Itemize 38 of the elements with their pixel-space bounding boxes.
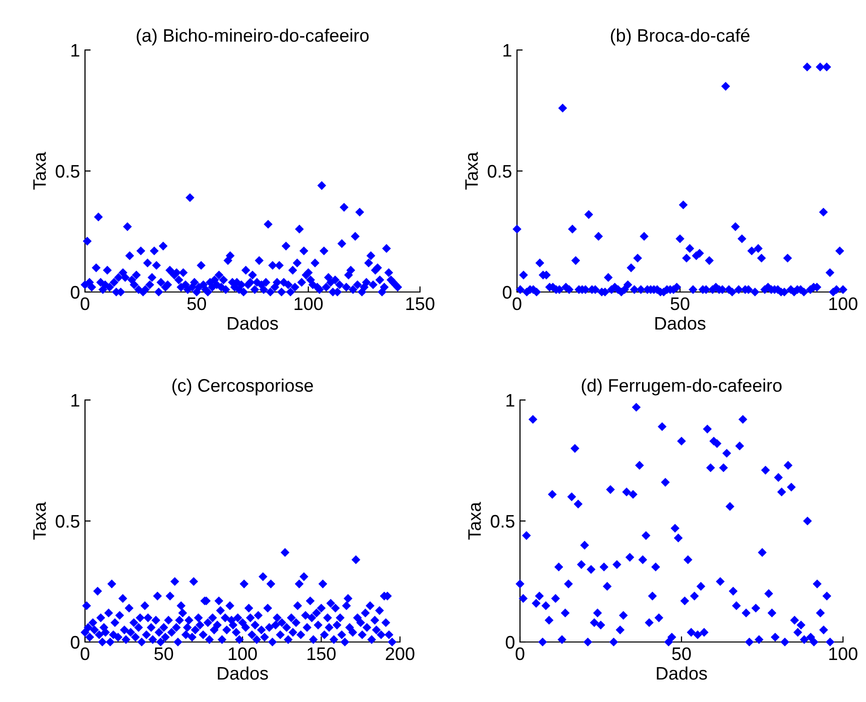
y-tick-label: 0 (70, 286, 80, 299)
chart-title: (b) Broca-do-café (610, 28, 750, 46)
y-tick-label: 0.5 (56, 164, 80, 178)
y-tick-label: 1 (506, 394, 514, 407)
chart-title: (d) Ferrugem-do-cafeeiro (582, 378, 782, 396)
y-tick-label: 1 (71, 44, 80, 57)
x-tick-label: 100 (829, 647, 858, 660)
y-tick-label: 1 (71, 394, 80, 407)
chart-title: (c) Cercosporiose (172, 378, 313, 396)
x-tick-label: 0 (80, 297, 90, 310)
y-tick-label: 0.5 (56, 514, 80, 528)
x-tick-label: 50 (672, 647, 691, 660)
x-tick-label: 100 (829, 297, 858, 310)
y-axis-title: Taxa (468, 502, 481, 540)
y-tick-label: 0 (70, 636, 80, 649)
x-tick-label: 50 (187, 297, 206, 310)
x-axis-title: Dados (655, 316, 706, 330)
x-axis-title: Dados (228, 316, 278, 330)
y-tick-label: 0.5 (490, 514, 514, 528)
x-tick-label: 0 (516, 647, 524, 660)
x-tick-label: 100 (228, 647, 257, 660)
y-tick-label: 0.5 (488, 164, 512, 178)
y-tick-label: 1 (503, 44, 512, 57)
y-axis-title: Taxa (33, 502, 46, 540)
y-tick-label: 0 (506, 636, 514, 649)
y-axis-title: Taxa (465, 152, 478, 190)
x-tick-label: 150 (308, 647, 336, 660)
x-axis-title: Dados (656, 666, 707, 680)
x-axis-title: Dados (218, 666, 268, 680)
x-tick-label: 0 (80, 647, 90, 660)
x-tick-label: 100 (294, 297, 323, 310)
chart-title: (a) Bicho-mineiro-do-cafeeiro (136, 28, 369, 46)
x-tick-label: 150 (406, 297, 434, 310)
y-axis-title: Taxa (33, 152, 46, 190)
x-tick-label: 200 (386, 647, 414, 660)
y-tick-label: 0 (502, 286, 512, 299)
x-tick-label: 50 (154, 647, 174, 660)
x-tick-label: 50 (670, 297, 690, 310)
